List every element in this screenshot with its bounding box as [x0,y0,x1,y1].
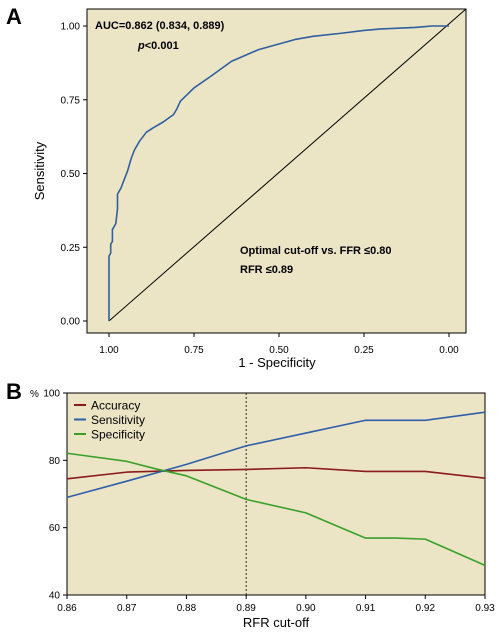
roc-y-tick-label: 0.50 [61,169,81,180]
roc-series [108,8,467,322]
p-value-annotation: p<0.001 [137,40,179,52]
roc-x-tick-label: 0.00 [439,345,459,356]
cutoff-y-tick-label: 60 [49,523,61,534]
roc-chart-panel: 1.00 0.75 0.50 0.25 0.00 0.000.250.500.751.0… [32,8,467,370]
roc-y-ticks: 0.00 0.25 0.50 0.75 1.00 [61,22,87,328]
roc-x-tick-label: 0.50 [269,345,289,356]
cutoff-x-tick-label: 0.88 [177,603,197,614]
cutoff-y-ticks: 40 60 80 100 [43,389,67,602]
cutoff-x-tick-label: 0.92 [416,603,436,614]
roc-x-ticks: 1.00 0.75 0.50 0.25 0.00 [99,333,459,356]
cutoff-value-annotation: RFR ≤0.89 [240,264,293,276]
cutoff-x-axis-title: RFR cut-off [243,615,310,630]
roc-x-tick-label: 1.00 [99,345,119,356]
cutoff-y-tick-label: 80 [49,456,61,467]
roc-y-tick-label: 0.75 [61,95,81,106]
roc-x-tick-label: 0.25 [354,345,374,356]
auc-annotation: AUC=0.862 (0.834, 0.889) [95,20,225,32]
cutoff-y-tick-label: 100 [43,389,60,400]
panel-a-label: A [6,4,22,29]
specificity-legend-label: Specificity [91,428,145,442]
cutoff-x-tick-label: 0.87 [117,603,137,614]
roc-plot-area [86,8,467,334]
cutoff-x-tick-label: 0.89 [236,603,256,614]
roc-y-tick-label: 1.00 [61,22,81,33]
chance-diagonal-line [108,8,467,322]
percent-unit-label: % [30,389,39,400]
cutoff-x-ticks: 0.86 0.87 0.88 0.89 0.90 0.91 0.92 0.93 [57,595,495,614]
sensitivity-legend-label: Sensitivity [91,413,145,427]
roc-x-axis-title: 1 - Specificity [238,355,316,370]
roc-y-tick-label: 0.00 [61,317,81,328]
roc-x-tick-label: 0.75 [184,345,204,356]
roc-y-axis-title: Sensitivity [32,141,47,200]
cutoff-x-tick-label: 0.86 [57,603,77,614]
cutoff-y-tick-label: 40 [49,591,61,602]
sensitivity-line [66,411,486,499]
cutoff-x-tick-label: 0.93 [475,603,495,614]
specificity-line [66,452,486,567]
cutoff-chart-panel: 0.86 0.87 0.88 0.89 0.90 0.91 0.92 0.93 40 60 80 1… [30,389,495,631]
cutoff-x-tick-label: 0.91 [356,603,376,614]
p-symbol: p [137,40,145,52]
p-value: <0.001 [145,40,179,52]
cutoff-series [66,411,486,567]
roc-curve [108,25,449,321]
cutoff-annotation: Optimal cut-off vs. FFR ≤0.80 [240,245,392,257]
roc-y-tick-label: 0.25 [61,243,81,254]
cutoff-plot-area [66,392,486,596]
accuracy-legend-label: Accuracy [91,399,140,413]
cutoff-x-tick-label: 0.90 [296,603,316,614]
panel-b-label: B [6,379,22,404]
accuracy-line [66,466,486,480]
